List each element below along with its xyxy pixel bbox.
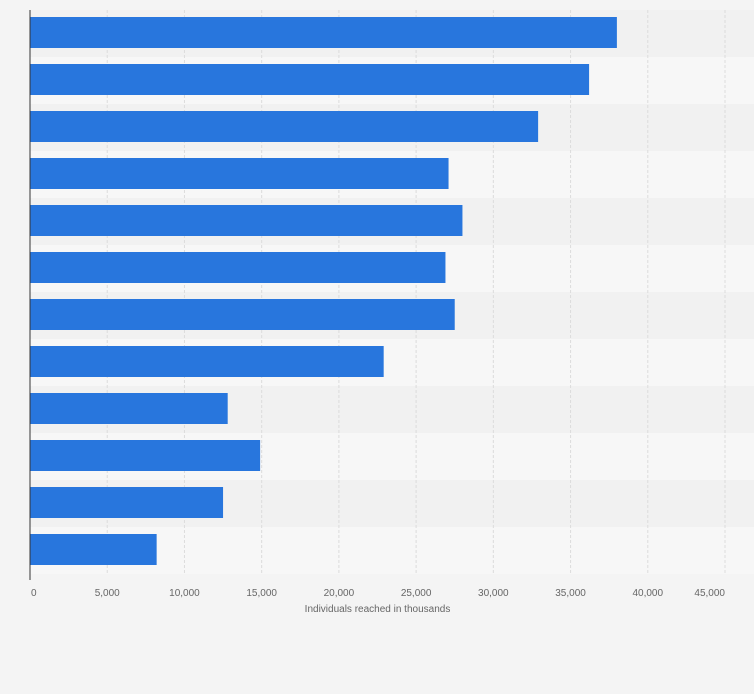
x-tick-label: 30,000 [478,588,509,599]
x-tick-label: 15,000 [246,588,277,599]
bar [30,487,224,518]
x-tick-label: 35,000 [555,588,586,599]
bar [30,111,539,142]
bar [30,393,228,424]
x-axis-label: Individuals reached in thousands [305,604,451,615]
bar [30,346,384,377]
gridlines [106,10,726,574]
bar [30,205,463,236]
x-tick-label: 25,000 [401,588,432,599]
x-tick-label: 10,000 [169,588,200,599]
bar [30,158,449,189]
x-axis-ticks: 0 5,000 10,000 15,000 20,000 25,000 30,000 35,0… [31,588,725,599]
x-tick-label: 0 [31,588,37,599]
bar [30,299,455,330]
bar [30,64,590,95]
x-tick-label: 45,000 [694,588,725,599]
bars [30,17,617,565]
bar [30,440,261,471]
bar [30,534,157,565]
bar [30,252,446,283]
bar [30,17,617,48]
x-tick-label: 20,000 [324,588,355,599]
x-tick-label: 40,000 [632,588,663,599]
x-tick-label: 5,000 [95,588,120,599]
